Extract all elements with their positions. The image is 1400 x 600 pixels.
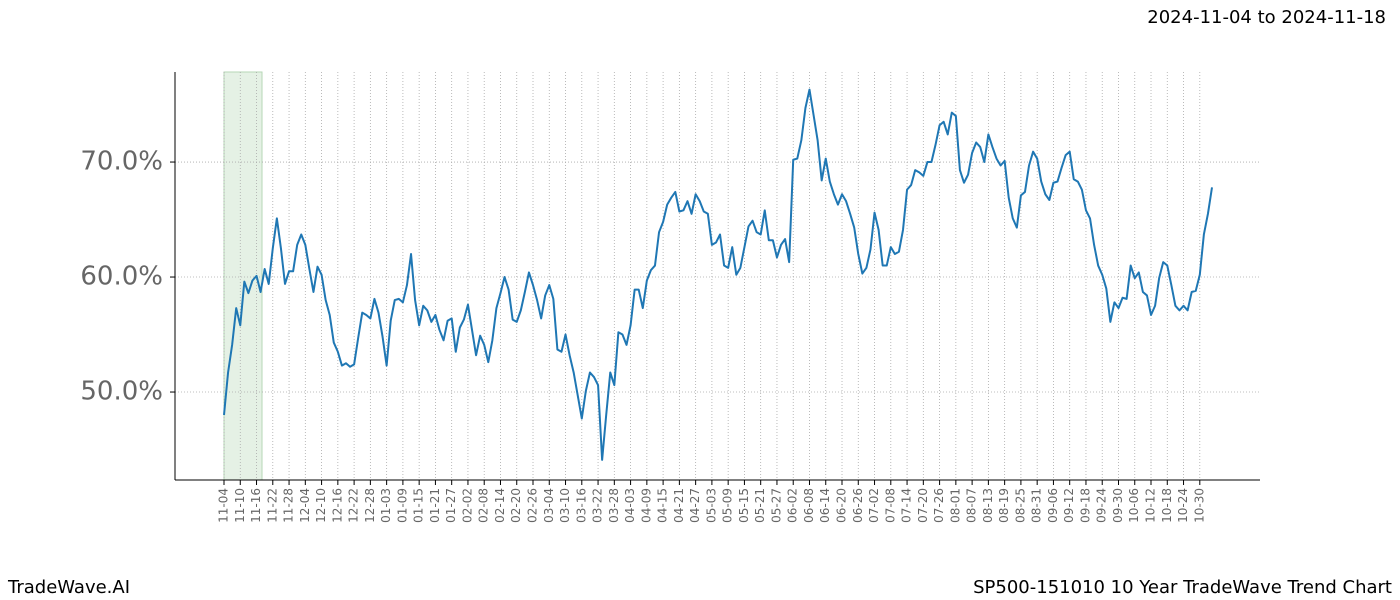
x-tick-label: 11-04 bbox=[217, 488, 231, 523]
x-tick-label: 04-15 bbox=[656, 488, 670, 523]
x-tick-label: 05-27 bbox=[769, 488, 783, 523]
x-tick-label: 02-26 bbox=[526, 488, 540, 523]
x-tick-label: 11-16 bbox=[249, 488, 263, 523]
x-tick-label: 04-27 bbox=[688, 488, 702, 523]
x-tick-label: 12-28 bbox=[363, 488, 377, 523]
x-tick-label: 04-21 bbox=[672, 488, 686, 523]
x-tick-label: 03-04 bbox=[542, 488, 556, 523]
grid bbox=[175, 72, 1260, 480]
x-tick-label: 11-22 bbox=[265, 488, 279, 523]
x-tick-label: 08-07 bbox=[965, 488, 979, 523]
x-tick-label: 05-15 bbox=[737, 488, 751, 523]
x-tick-label: 05-09 bbox=[721, 488, 735, 523]
x-tick-label: 03-28 bbox=[607, 488, 621, 523]
x-tick-label: 09-24 bbox=[1095, 488, 1109, 523]
x-tick-label: 08-25 bbox=[1013, 488, 1027, 523]
x-tick-label: 03-22 bbox=[591, 488, 605, 523]
x-tick-label: 03-16 bbox=[574, 488, 588, 523]
x-tick-label: 04-03 bbox=[623, 488, 637, 523]
x-tick-label: 01-21 bbox=[428, 488, 442, 523]
x-tick-label: 06-26 bbox=[851, 488, 865, 523]
x-tick-label: 12-22 bbox=[347, 488, 361, 523]
x-tick-label: 07-14 bbox=[900, 488, 914, 523]
footer-right: SP500-151010 10 Year TradeWave Trend Cha… bbox=[973, 577, 1392, 598]
chart-title: 2024-11-04 to 2024-11-18 bbox=[1147, 7, 1386, 28]
x-tick-label: 05-03 bbox=[704, 488, 718, 523]
x-tick-label: 08-31 bbox=[1030, 488, 1044, 523]
x-tick-label: 08-01 bbox=[948, 488, 962, 523]
x-tick-label: 08-19 bbox=[997, 488, 1011, 523]
x-tick-label: 08-13 bbox=[981, 488, 995, 523]
x-tick-label: 10-12 bbox=[1144, 488, 1158, 523]
x-tick-label: 06-02 bbox=[786, 488, 800, 523]
x-tick-label: 12-04 bbox=[298, 488, 312, 523]
x-tick-label: 07-02 bbox=[867, 488, 881, 523]
x-tick-label: 07-20 bbox=[916, 488, 930, 523]
x-tick-label: 09-06 bbox=[1046, 488, 1060, 523]
x-tick-label: 11-28 bbox=[282, 488, 296, 523]
x-tick-label: 04-09 bbox=[639, 488, 653, 523]
trend-line bbox=[223, 88, 1213, 461]
x-tick-label: 02-08 bbox=[477, 488, 491, 523]
x-tick-label: 09-12 bbox=[1062, 488, 1076, 523]
x-tick-label: 10-06 bbox=[1127, 488, 1141, 523]
x-tick-label: 05-21 bbox=[753, 488, 767, 523]
x-tick-label: 12-10 bbox=[314, 488, 328, 523]
y-tick-label: 70.0% bbox=[80, 147, 163, 177]
x-tick-label: 07-08 bbox=[883, 488, 897, 523]
x-tick-label: 03-10 bbox=[558, 488, 572, 523]
x-tick-label: 01-27 bbox=[444, 488, 458, 523]
y-tick-label: 50.0% bbox=[80, 377, 163, 407]
x-tick-label: 10-24 bbox=[1176, 488, 1190, 523]
x-tick-label: 06-14 bbox=[818, 488, 832, 523]
x-tick-label: 12-16 bbox=[330, 488, 344, 523]
x-tick-label: 09-30 bbox=[1111, 488, 1125, 523]
x-tick-label: 02-02 bbox=[460, 488, 474, 523]
x-tick-label: 06-20 bbox=[835, 488, 849, 523]
x-tick-label: 11-10 bbox=[233, 488, 247, 523]
x-tick-label: 09-18 bbox=[1078, 488, 1092, 523]
x-tick-label: 01-03 bbox=[379, 488, 393, 523]
x-tick-label: 10-18 bbox=[1160, 488, 1174, 523]
x-tick-label: 10-30 bbox=[1192, 488, 1206, 523]
x-tick-label: 06-08 bbox=[802, 488, 816, 523]
x-tick-label: 02-20 bbox=[509, 488, 523, 523]
footer-left: TradeWave.AI bbox=[7, 577, 130, 598]
x-tick-label: 01-15 bbox=[412, 488, 426, 523]
x-tick-label: 01-09 bbox=[395, 488, 409, 523]
y-tick-label: 60.0% bbox=[80, 262, 163, 292]
x-tick-label: 02-14 bbox=[493, 488, 507, 523]
x-tick-label: 07-26 bbox=[932, 488, 946, 523]
